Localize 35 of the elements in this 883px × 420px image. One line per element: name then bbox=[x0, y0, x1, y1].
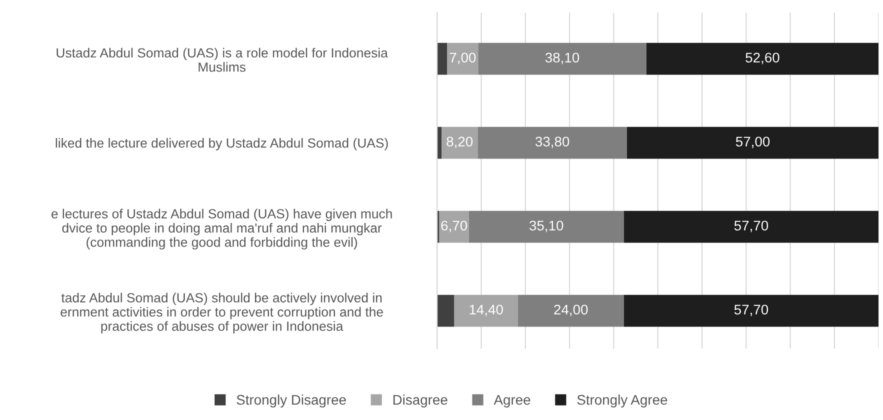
bar bbox=[518, 294, 624, 327]
bar bbox=[447, 42, 478, 75]
bar bbox=[437, 42, 448, 75]
data-label: 8,20 bbox=[446, 136, 473, 148]
y-tick-label: liked the lecture delivered by Ustadz Abdul Somad (UAS) bbox=[56, 138, 388, 150]
data-label: 38,10 bbox=[545, 52, 580, 64]
bar bbox=[454, 294, 518, 327]
y-tick-label: tadz Abdul Somad (UAS) should be actively involved in ernment activities in order to prevent corruption and the practices of abuses of power in Indonesia bbox=[60, 292, 383, 334]
bar bbox=[626, 126, 879, 159]
bar bbox=[624, 294, 879, 327]
data-label: 6,70 bbox=[441, 220, 468, 232]
data-label: 7,00 bbox=[450, 52, 476, 64]
y-tick-label: Ustadz Abdul Somad (UAS) is a role model for Indonesia Muslims bbox=[56, 48, 388, 72]
bar bbox=[478, 42, 646, 75]
legend-label: Strongly Disagree bbox=[236, 394, 346, 408]
bar bbox=[437, 294, 454, 327]
bar bbox=[437, 126, 442, 159]
legend-label: Agree bbox=[494, 395, 530, 408]
bar bbox=[624, 210, 879, 243]
data-label: 52,60 bbox=[746, 52, 780, 64]
data-label: 14,40 bbox=[470, 304, 503, 316]
legend-label: Strongly Agree bbox=[577, 394, 668, 408]
legend-label: Disagree bbox=[393, 394, 448, 408]
data-label: 33,80 bbox=[535, 136, 570, 148]
y-tick-label: e lectures of Ustadz Abdul Somad (UAS) have given much dvice to people in doing amal ma'ruf and nahi mungkar (commanding the good and forbidding the evil) bbox=[51, 208, 392, 250]
data-label: 57,70 bbox=[734, 220, 768, 232]
bar bbox=[442, 126, 478, 159]
bar bbox=[468, 210, 624, 243]
bar bbox=[439, 210, 469, 243]
data-label: 24,00 bbox=[554, 304, 588, 316]
data-label: 57,00 bbox=[736, 136, 770, 148]
bar bbox=[646, 42, 879, 75]
data-label: 57,70 bbox=[734, 304, 768, 316]
bar bbox=[478, 126, 627, 159]
data-label: 35,10 bbox=[530, 220, 564, 232]
